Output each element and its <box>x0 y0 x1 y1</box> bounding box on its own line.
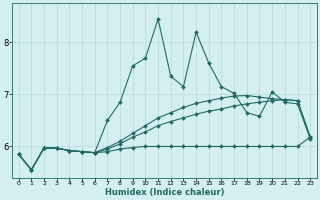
X-axis label: Humidex (Indice chaleur): Humidex (Indice chaleur) <box>105 188 224 197</box>
